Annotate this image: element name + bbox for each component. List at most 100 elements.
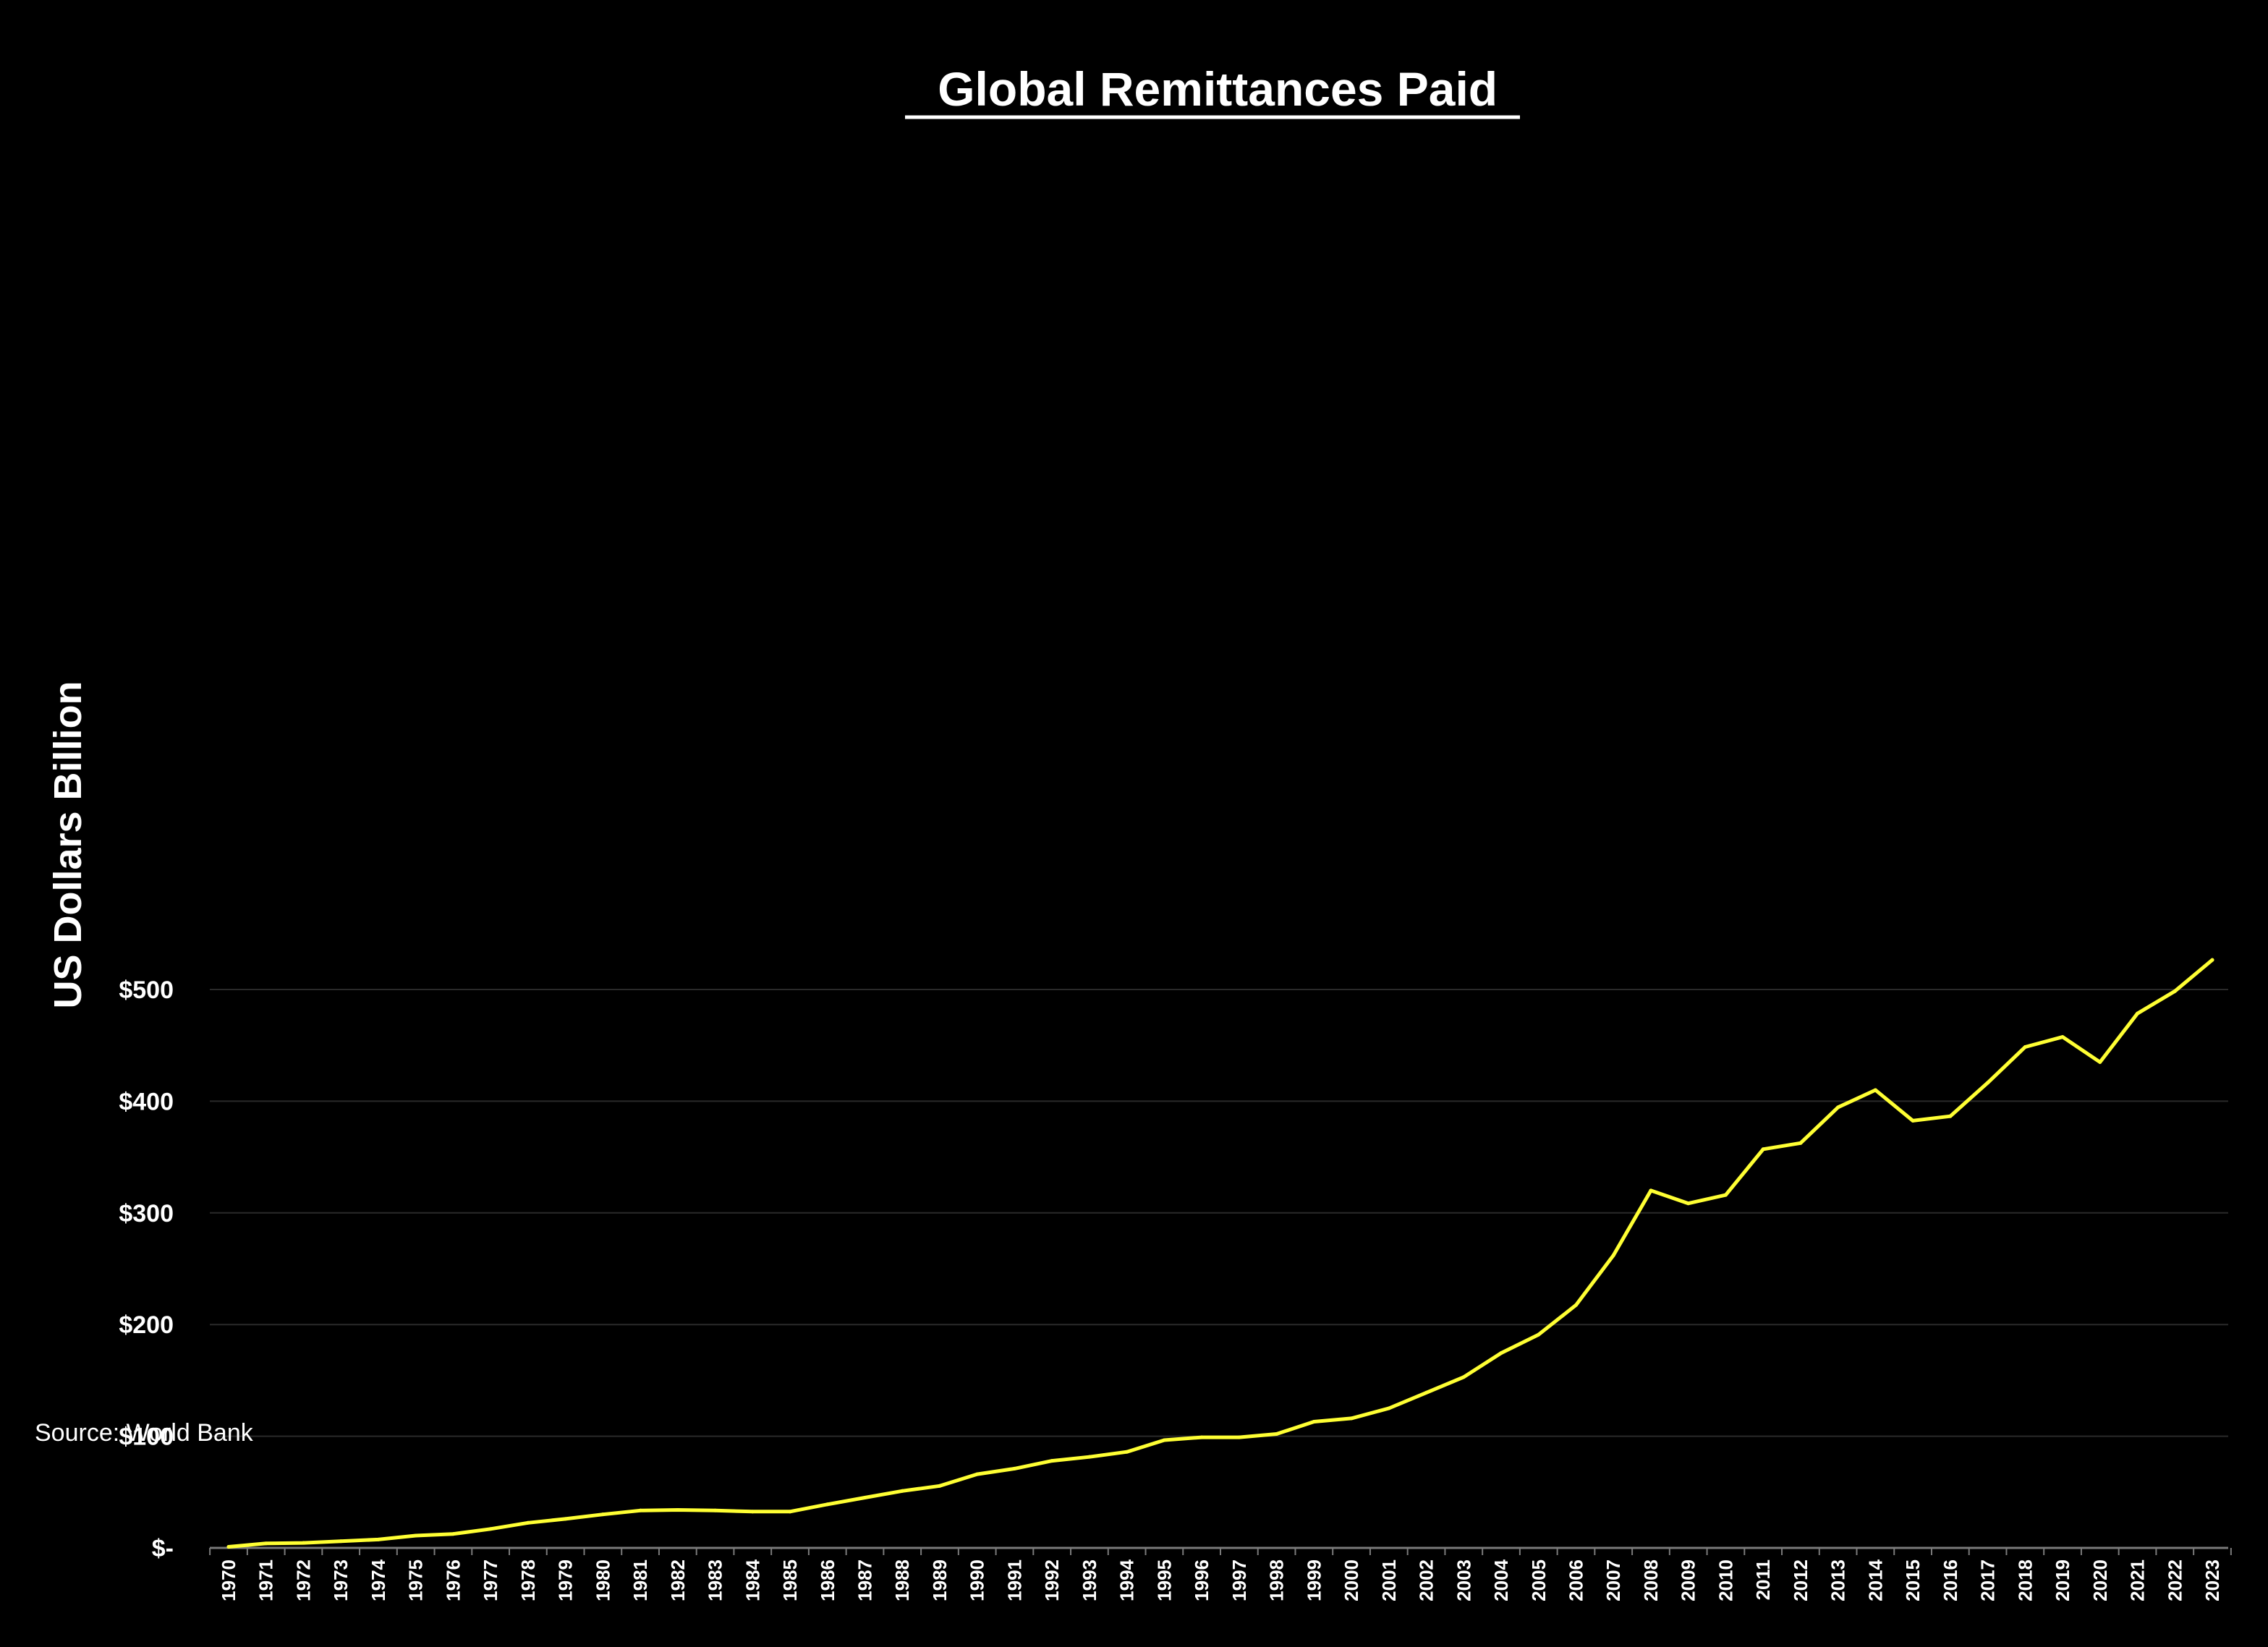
data-point <box>1873 1088 1877 1092</box>
x-tick-label: 2018 <box>2014 1559 2036 1601</box>
x-tick-label: 2011 <box>1752 1559 1774 1600</box>
x-tick-label: 1973 <box>330 1559 352 1601</box>
data-point <box>2136 1011 2140 1016</box>
data-point <box>376 1537 381 1541</box>
x-tick-label: 2006 <box>1565 1559 1587 1601</box>
x-tick-label: 1970 <box>218 1559 239 1601</box>
data-point <box>1948 1114 1953 1118</box>
data-point <box>825 1502 830 1507</box>
data-point <box>1012 1466 1016 1471</box>
data-point <box>1050 1459 1054 1463</box>
x-tick-label: 2001 <box>1378 1559 1400 1601</box>
data-point <box>1162 1438 1166 1442</box>
x-tick-label: 1990 <box>967 1559 988 1601</box>
tick-labels: $- $100 $200 $300 $400 $500 1970 1971 1972 1973 19… <box>119 976 2223 1601</box>
data-point <box>1798 1141 1803 1145</box>
x-tick-label: 1978 <box>517 1559 539 1601</box>
y-tick-label: $300 <box>119 1200 174 1227</box>
data-point <box>488 1527 493 1531</box>
data-point <box>264 1541 268 1546</box>
data-point <box>1237 1435 1241 1439</box>
x-tick-label: 2009 <box>1678 1559 1699 1601</box>
data-point <box>1537 1332 1541 1337</box>
x-tick-label: 2022 <box>2164 1559 2186 1601</box>
x-tick-label: 2015 <box>1902 1559 1924 1601</box>
x-tick-label: 1999 <box>1303 1559 1325 1601</box>
x-tick-label: 1984 <box>742 1559 763 1601</box>
data-point <box>2023 1045 2027 1050</box>
data-point <box>1911 1118 1915 1123</box>
x-tick-label: 1998 <box>1266 1559 1288 1601</box>
x-tick-label: 1987 <box>854 1559 876 1601</box>
x-tick-label: 1988 <box>891 1559 913 1601</box>
x-tick-label: 1972 <box>292 1559 314 1601</box>
data-point <box>226 1544 231 1549</box>
x-tick-label: 2005 <box>1528 1559 1550 1601</box>
data-point <box>938 1484 942 1488</box>
x-tick-label: 1991 <box>1003 1559 1025 1601</box>
data-point <box>1573 1303 1578 1307</box>
data-point <box>301 1541 305 1545</box>
y-axis-title: US Dollars Billion <box>46 681 90 1008</box>
data-point <box>1125 1450 1129 1454</box>
x-tick-label: 2002 <box>1416 1559 1437 1601</box>
data-point <box>1836 1105 1840 1110</box>
x-tick-label: 1982 <box>667 1559 689 1601</box>
x-tick-label: 1995 <box>1153 1559 1175 1601</box>
data-point <box>414 1533 418 1538</box>
data-point <box>1611 1253 1615 1257</box>
data-point <box>1461 1375 1466 1379</box>
x-tick-label: 1977 <box>480 1559 501 1601</box>
data-point <box>975 1472 980 1476</box>
y-tick-label: $- <box>152 1535 174 1562</box>
x-tick-label: 1974 <box>368 1559 389 1601</box>
x-tick-label: 2004 <box>1490 1559 1512 1601</box>
y-tick-label: $500 <box>119 976 174 1004</box>
data-point <box>1686 1201 1691 1206</box>
x-tick-label: 2023 <box>2201 1559 2223 1601</box>
data-point <box>1723 1193 1728 1197</box>
data-point <box>1986 1081 1990 1085</box>
x-tick-label: 2016 <box>1940 1559 1961 1601</box>
x-tick-label: 1996 <box>1191 1559 1212 1601</box>
data-point <box>1761 1147 1765 1152</box>
data-point <box>564 1517 568 1521</box>
x-tick-label: 1981 <box>629 1559 651 1601</box>
gridlines <box>210 989 2228 1437</box>
x-tick-label: 2007 <box>1602 1559 1624 1601</box>
data-point <box>600 1512 605 1517</box>
data-point <box>2210 958 2214 962</box>
data-point <box>2098 1060 2102 1064</box>
x-tick-label: 2003 <box>1453 1559 1474 1601</box>
chart-title: Global Remittances Paid <box>925 62 1498 116</box>
x-tick-label: 2008 <box>1640 1559 1662 1601</box>
data-point <box>1199 1435 1204 1439</box>
axes <box>209 1546 2232 1555</box>
x-tick-label: 1994 <box>1116 1559 1138 1601</box>
x-tick-label: 1975 <box>405 1559 427 1601</box>
source-note: Source: World Bank <box>35 1419 254 1447</box>
x-tick-label: 1979 <box>555 1559 577 1601</box>
x-tick-label: 2019 <box>2052 1559 2073 1601</box>
x-tick-label: 1989 <box>929 1559 951 1601</box>
data-point <box>2173 989 2177 993</box>
x-tick-label: 1993 <box>1079 1559 1100 1601</box>
data-point <box>1387 1406 1391 1410</box>
data-point <box>900 1489 904 1493</box>
x-tick-label: 1985 <box>779 1559 801 1601</box>
data-point <box>1349 1416 1354 1421</box>
x-tick-label: 2020 <box>2089 1559 2111 1601</box>
data-point <box>1499 1351 1503 1356</box>
data-point <box>1312 1420 1316 1424</box>
x-tick-label: 1976 <box>442 1559 464 1601</box>
x-tick-label: 2013 <box>1827 1559 1849 1601</box>
x-tick-label: 1992 <box>1041 1559 1063 1601</box>
data-point <box>788 1510 792 1514</box>
data-point <box>2060 1035 2065 1039</box>
data-point <box>750 1510 755 1514</box>
x-tick-label: 1980 <box>592 1559 613 1601</box>
x-tick-label: 2014 <box>1864 1559 1886 1601</box>
data-point <box>1649 1188 1653 1193</box>
data-point <box>863 1496 867 1500</box>
